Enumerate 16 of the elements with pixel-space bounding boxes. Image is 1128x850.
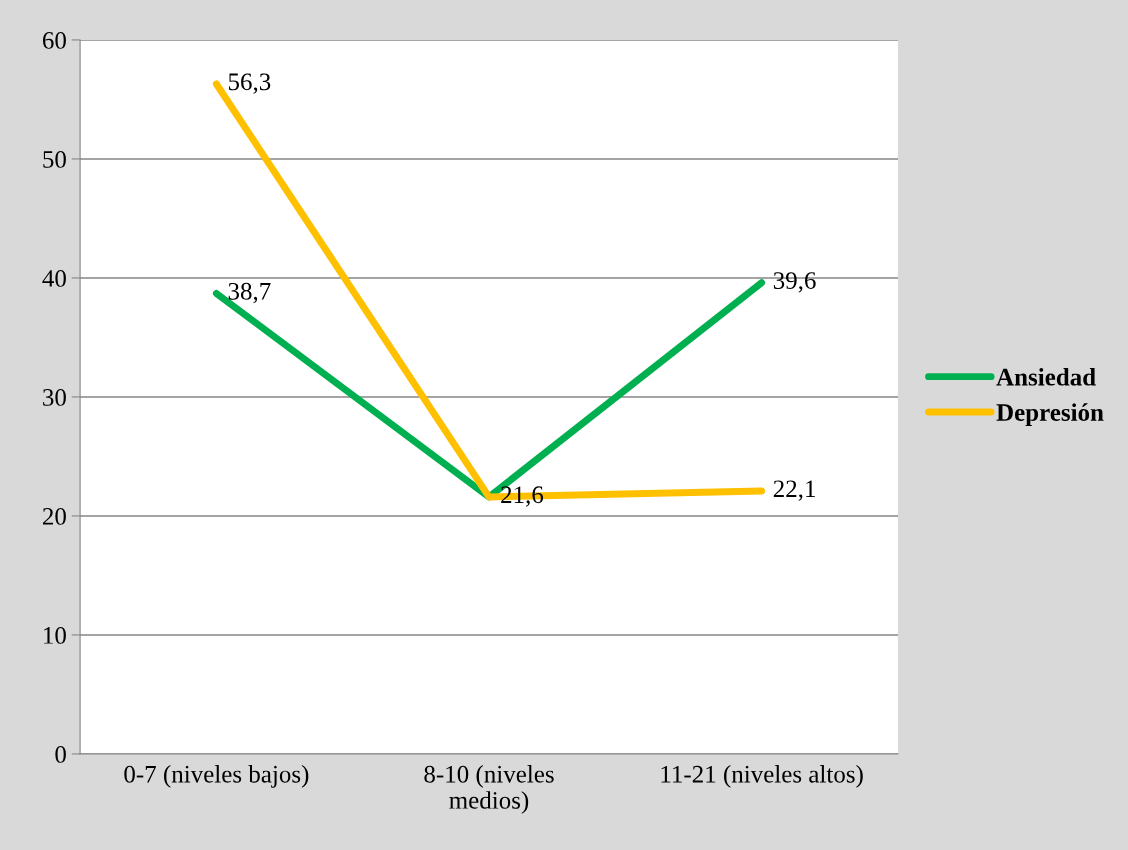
y-tick-label: 10 bbox=[44, 627, 66, 644]
legend-label: Depresión bbox=[996, 403, 1104, 427]
y-tick-label: 40 bbox=[42, 270, 66, 287]
data-label: 22,1 bbox=[773, 480, 815, 501]
x-tick-label: 8-10 (niveles medios) bbox=[424, 765, 554, 814]
y-tick-label: 60 bbox=[42, 32, 66, 49]
data-label: 39,6 bbox=[773, 272, 816, 293]
legend-label: Ansiedad bbox=[996, 368, 1096, 386]
data-label: 56,3 bbox=[228, 73, 271, 94]
y-tick-label: 0 bbox=[55, 746, 66, 763]
data-label: 38,7 bbox=[228, 282, 271, 304]
y-tick-label: 50 bbox=[43, 151, 66, 168]
y-tick-label: 30 bbox=[43, 389, 66, 406]
x-tick-label: 0-7 (niveles bajos) bbox=[124, 765, 309, 788]
y-tick-label: 20 bbox=[42, 508, 66, 525]
x-tick-label: 11-21 (niveles altos) bbox=[661, 765, 863, 788]
